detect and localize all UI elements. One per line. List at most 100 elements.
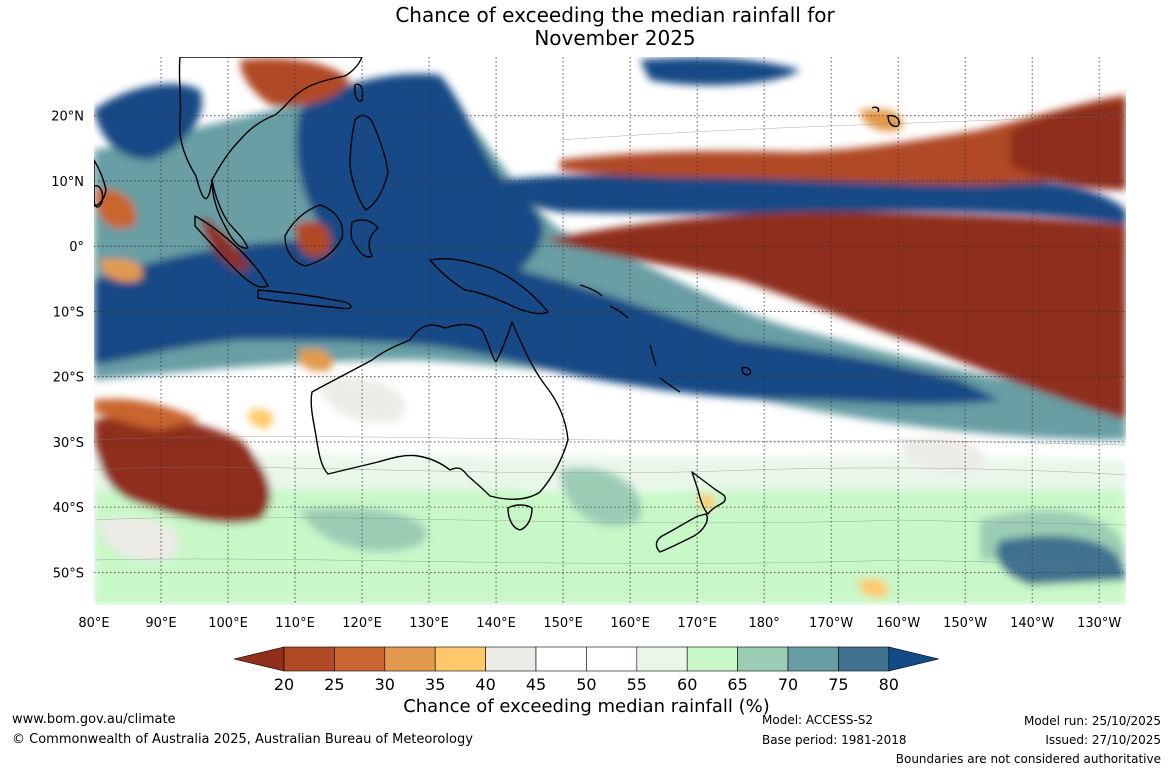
- lon-tick-label: 110°E: [275, 616, 315, 631]
- colorbar-swatch: [384, 646, 436, 672]
- longitude-tick-labels: 80°E 90°E 100°E 110°E 120°E 130°E 140°E 150°E 16…: [78, 616, 1121, 631]
- lat-tick-label: 0°: [69, 240, 84, 255]
- field-brown-west-indian: [94, 189, 136, 229]
- coast-new-zealand-south: [655, 513, 708, 553]
- lat-tick-label: 10°N: [51, 175, 84, 190]
- coast-taiwan: [354, 83, 364, 102]
- lon-tick-label: 140°E: [476, 616, 516, 631]
- lat-tick-label: 10°S: [53, 305, 84, 320]
- lon-tick-label: 100°E: [208, 616, 248, 631]
- field-dark-blue-north-pacific: [500, 174, 1126, 225]
- lat-tick-label: 20°N: [51, 110, 84, 125]
- rainfall-probability-field: [94, 57, 1126, 605]
- issued-text: Issued: 27/10/2025: [1045, 733, 1161, 747]
- colorbar-swatch: [535, 646, 587, 672]
- field-dark-brown-equatorial-pacific: [545, 211, 1126, 420]
- coast-new-caledonia: [659, 377, 681, 393]
- colorbar-tick-label: 45: [526, 675, 546, 694]
- model-text: Model: ACCESS-S2: [762, 713, 874, 727]
- colorbar-swatch: [737, 646, 789, 672]
- coast-vanuatu: [649, 344, 657, 367]
- field-dark-blue-maritime-continent: [94, 73, 1000, 405]
- lon-tick-label: 90°E: [145, 616, 176, 631]
- colorbar-swatch: [838, 646, 890, 672]
- lon-tick-label: 150°E: [543, 616, 583, 631]
- colorbar-swatch: [334, 646, 386, 672]
- lat-tick-label: 40°S: [53, 501, 84, 516]
- lon-tick-label: 130°E: [409, 616, 449, 631]
- coast-philippines: [349, 114, 389, 211]
- field-brown-southern-indian-ocean: [94, 416, 271, 524]
- colorbar-arrow-high: [888, 646, 939, 672]
- colorbar-tick-label: 35: [425, 675, 445, 694]
- lon-tick-label: 130°W: [1077, 616, 1121, 631]
- coast-fiji: [741, 366, 752, 376]
- colorbar-swatch: [686, 646, 738, 672]
- colorbar-tick-label: 40: [475, 675, 495, 694]
- map-title-line2: November 2025: [534, 26, 696, 50]
- base-period-text: Base period: 1981-2018: [762, 733, 907, 747]
- coast-sri-lanka: [94, 185, 104, 208]
- map-title-line1: Chance of exceeding the median rainfall …: [395, 3, 835, 27]
- colorbar-swatch: [586, 646, 638, 672]
- lon-tick-label: 160°W: [876, 616, 920, 631]
- colorbar-title: Chance of exceeding median rainfall (%): [403, 696, 770, 717]
- lon-tick-label: 80°E: [78, 616, 109, 631]
- colorbar-swatch: [283, 646, 335, 672]
- coastlines: [94, 57, 900, 553]
- colorbar-tick-label: 60: [677, 675, 697, 694]
- coast-new-guinea: [429, 258, 549, 315]
- lat-tick-label: 50°S: [53, 566, 84, 581]
- copyright-text: © Commonwealth of Australia 2025, Austra…: [12, 732, 473, 747]
- coast-tasmania: [507, 504, 533, 531]
- colorbar: [233, 646, 939, 672]
- lon-tick-label: 170°W: [809, 616, 853, 631]
- map-title: Chance of exceeding the median rainfall …: [0, 4, 1173, 50]
- colorbar-swatch: [434, 646, 486, 672]
- lon-tick-label: 150°W: [943, 616, 987, 631]
- coast-borneo: [284, 204, 344, 267]
- latitude-tick-labels: 20°N 10°N 0° 10°S 20°S 30°S 40°S 50°S: [51, 110, 84, 582]
- field-dark-brown-north-east: [1010, 100, 1126, 190]
- colorbar-swatch: [636, 646, 688, 672]
- field-pale-green-south: [94, 453, 1126, 490]
- website-text: www.bom.gov.au/climate: [12, 712, 176, 727]
- colorbar-tick-label: 20: [274, 675, 294, 694]
- colorbar-tick-label: 65: [727, 675, 747, 694]
- colorbar-swatch: [485, 646, 537, 672]
- colorbar-labels: 20 25 30 35 40 45 50 55 60 65 70 75 80: [274, 675, 899, 694]
- model-run-text: Model run: 25/10/2025: [1023, 714, 1161, 728]
- field-dark-blue-north-west: [94, 57, 800, 160]
- field-orange-southern-indian-ocean: [94, 398, 200, 430]
- coast-java: [257, 289, 352, 310]
- coast-indochina: [178, 57, 363, 200]
- lon-tick-label: 180°: [748, 616, 779, 631]
- colorbar-tick-label: 80: [879, 675, 899, 694]
- colorbar-tick-label: 70: [778, 675, 798, 694]
- map-area: [94, 57, 1126, 605]
- lon-tick-label: 140°W: [1010, 616, 1054, 631]
- lon-tick-label: 120°E: [342, 616, 382, 631]
- colorbar-tick-label: 50: [576, 675, 596, 694]
- coast-sulawesi: [350, 219, 379, 258]
- field-brown-north-pacific-band: [560, 95, 1126, 185]
- colorbar-tick-label: 75: [828, 675, 848, 694]
- colorbar-tick-label: 30: [375, 675, 395, 694]
- colorbar-swatch: [787, 646, 839, 672]
- lat-tick-label: 20°S: [53, 371, 84, 386]
- field-brown-sumatra: [200, 215, 250, 271]
- lon-tick-label: 160°E: [610, 616, 650, 631]
- lat-tick-label: 30°S: [53, 436, 84, 451]
- coast-solomon-islands: [579, 284, 629, 319]
- coast-india-tip: [94, 159, 107, 207]
- coast-sumatra: [194, 215, 269, 288]
- colorbar-tick-label: 25: [324, 675, 344, 694]
- coast-australia: [310, 321, 569, 500]
- colorbar-tick-label: 55: [627, 675, 647, 694]
- coast-malay-peninsula: [211, 179, 249, 249]
- field-brown-borneo: [295, 221, 331, 257]
- graticule: [94, 57, 1126, 605]
- disclaimer-text: Boundaries are not considered authoritat…: [895, 752, 1161, 766]
- lon-tick-label: 170°E: [677, 616, 717, 631]
